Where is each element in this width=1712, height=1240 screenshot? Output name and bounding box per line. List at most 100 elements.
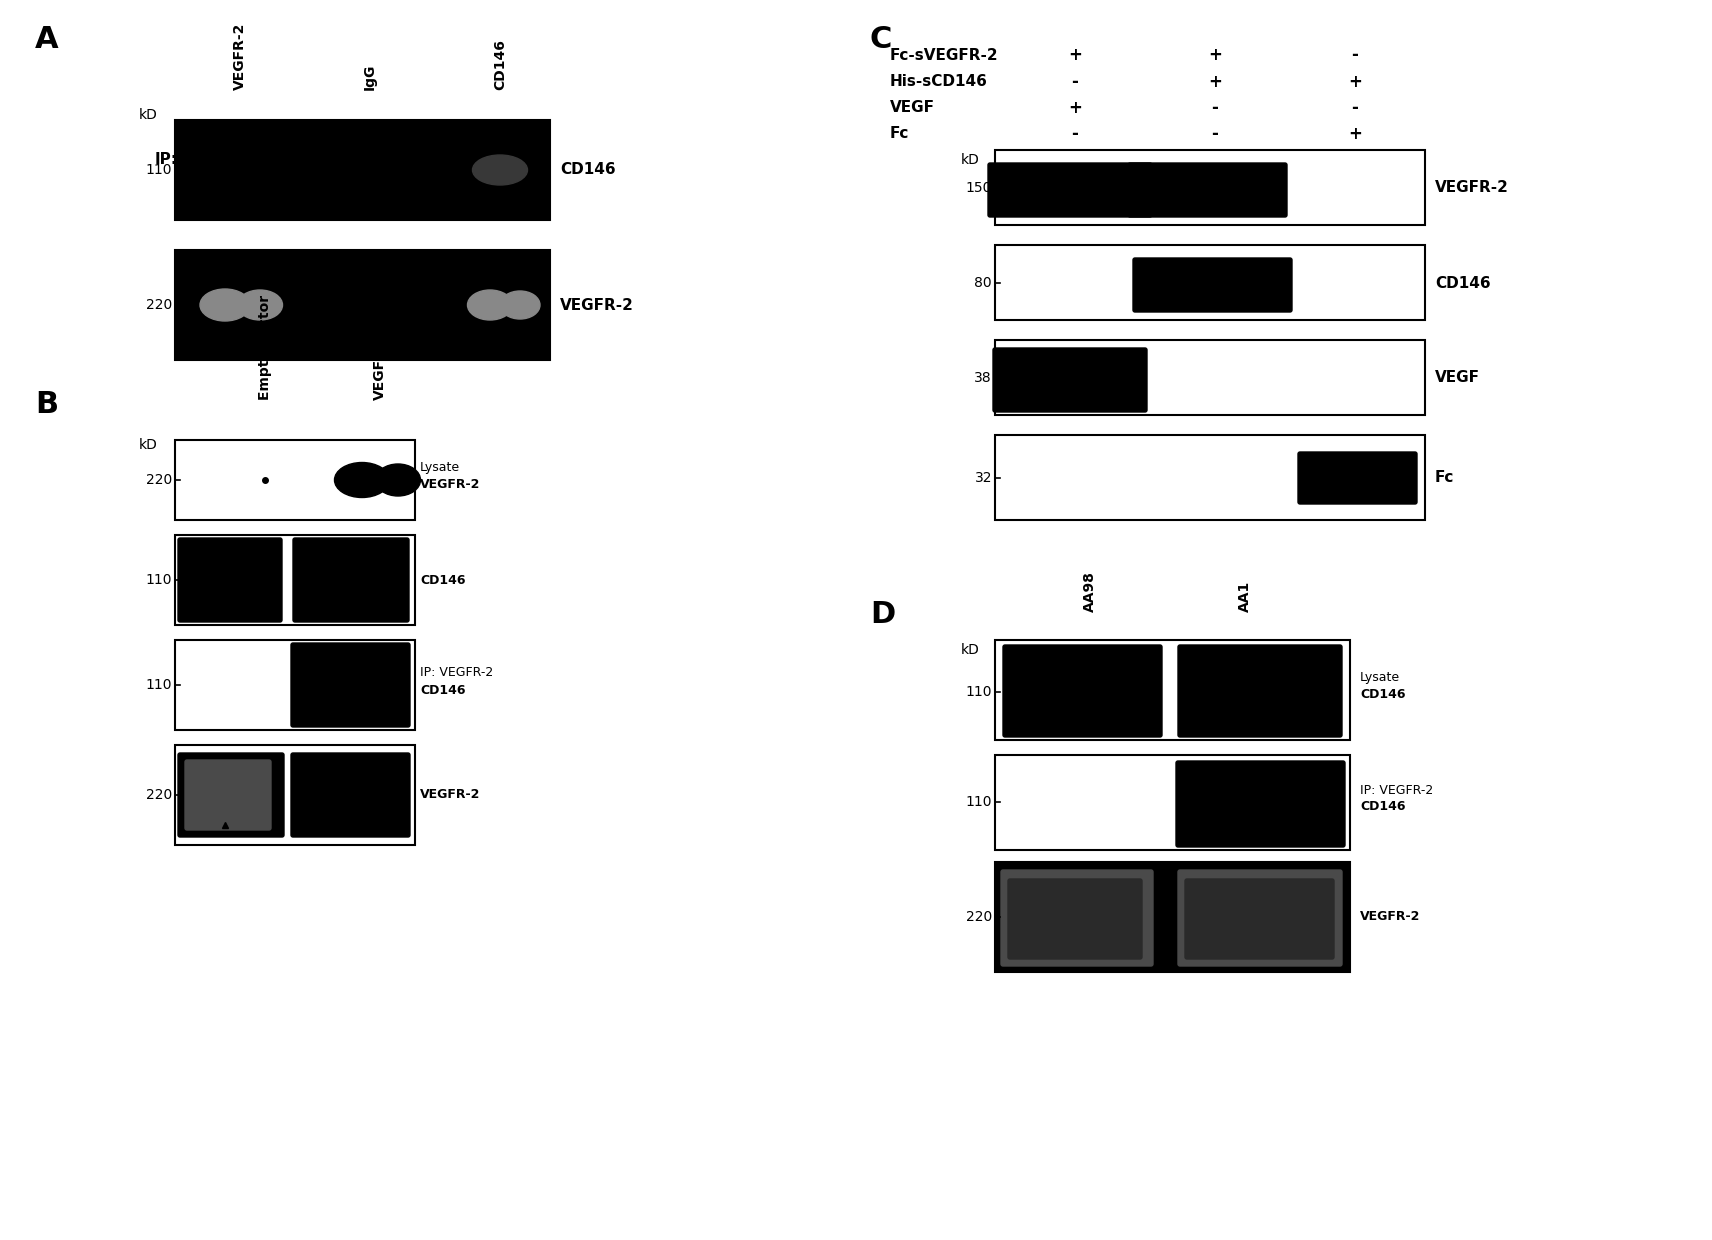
- Text: 38: 38: [974, 371, 991, 384]
- FancyBboxPatch shape: [1002, 870, 1152, 966]
- Bar: [175, 534, 414, 625]
- Text: +: +: [1209, 73, 1222, 91]
- Text: VEGFR-2: VEGFR-2: [1435, 181, 1508, 196]
- Text: +: +: [1068, 46, 1082, 64]
- FancyBboxPatch shape: [993, 348, 1147, 412]
- Text: CD146: CD146: [1359, 688, 1406, 702]
- Ellipse shape: [200, 289, 250, 321]
- Text: VEGF: VEGF: [890, 100, 935, 115]
- Text: kD: kD: [139, 438, 158, 453]
- Text: AA98: AA98: [1084, 572, 1097, 613]
- Text: D: D: [870, 600, 895, 629]
- Text: -: -: [1072, 125, 1079, 143]
- Text: Empty Vector: Empty Vector: [259, 295, 272, 401]
- Text: +: +: [1068, 99, 1082, 117]
- FancyBboxPatch shape: [1008, 879, 1142, 959]
- Bar: [175, 745, 414, 844]
- Bar: [995, 340, 1424, 415]
- FancyBboxPatch shape: [1185, 879, 1334, 959]
- Text: -: -: [1072, 73, 1079, 91]
- Text: VEGFR-2: VEGFR-2: [233, 22, 247, 91]
- FancyBboxPatch shape: [1003, 645, 1162, 737]
- Text: 220: 220: [146, 298, 171, 312]
- Text: 32: 32: [974, 471, 991, 485]
- Text: kD: kD: [960, 153, 979, 167]
- Text: +: +: [1347, 125, 1363, 143]
- Text: VEGF: VEGF: [1435, 371, 1479, 386]
- Ellipse shape: [473, 155, 527, 185]
- Text: 110: 110: [966, 795, 991, 808]
- FancyBboxPatch shape: [988, 162, 1152, 217]
- Text: 110: 110: [146, 678, 171, 692]
- FancyBboxPatch shape: [1178, 645, 1342, 737]
- Bar: [995, 246, 1424, 320]
- Bar: [175, 440, 414, 520]
- FancyBboxPatch shape: [293, 538, 409, 622]
- Text: 220: 220: [966, 910, 991, 924]
- Text: AA1: AA1: [1238, 580, 1251, 613]
- Text: C: C: [870, 25, 892, 55]
- FancyBboxPatch shape: [1178, 870, 1342, 966]
- Ellipse shape: [500, 291, 539, 319]
- Ellipse shape: [467, 290, 512, 320]
- Bar: [995, 150, 1424, 224]
- Bar: [175, 640, 414, 730]
- Text: 110: 110: [146, 573, 171, 587]
- Text: VEGFR-2: VEGFR-2: [373, 332, 387, 401]
- Text: Fc-sVEGFR-2: Fc-sVEGFR-2: [890, 47, 998, 62]
- Ellipse shape: [334, 463, 390, 497]
- Text: CD146: CD146: [1435, 275, 1491, 290]
- Text: 110: 110: [146, 162, 171, 177]
- FancyBboxPatch shape: [291, 753, 409, 837]
- Text: IP:: IP:: [156, 153, 178, 167]
- FancyBboxPatch shape: [178, 753, 284, 837]
- Text: VEGFR-2: VEGFR-2: [560, 298, 633, 312]
- Text: -: -: [1351, 46, 1358, 64]
- Text: 80: 80: [974, 277, 991, 290]
- Text: CD146: CD146: [493, 40, 507, 91]
- Bar: [995, 640, 1351, 740]
- Text: CD146: CD146: [419, 683, 466, 697]
- Text: -: -: [1212, 125, 1219, 143]
- FancyBboxPatch shape: [291, 644, 409, 727]
- Text: +: +: [1209, 46, 1222, 64]
- Text: VEGFR-2: VEGFR-2: [419, 479, 481, 491]
- Text: Fc: Fc: [1435, 470, 1455, 486]
- Text: -: -: [1212, 99, 1219, 117]
- Bar: [175, 120, 550, 219]
- FancyBboxPatch shape: [178, 538, 282, 622]
- Text: 220: 220: [146, 787, 171, 802]
- Text: -: -: [1351, 99, 1358, 117]
- Text: kD: kD: [960, 644, 979, 657]
- Text: A: A: [34, 25, 58, 55]
- Text: 220: 220: [146, 472, 171, 487]
- Ellipse shape: [375, 464, 421, 496]
- Text: kD: kD: [139, 108, 158, 122]
- FancyBboxPatch shape: [1176, 761, 1346, 847]
- FancyBboxPatch shape: [1298, 453, 1418, 503]
- Text: 110: 110: [966, 684, 991, 699]
- Text: Fc: Fc: [890, 126, 909, 141]
- Text: VEGFR-2: VEGFR-2: [419, 789, 481, 801]
- Text: CD146: CD146: [1359, 801, 1406, 813]
- Text: B: B: [34, 391, 58, 419]
- FancyBboxPatch shape: [185, 760, 270, 830]
- Bar: [995, 862, 1351, 972]
- Text: IP: VEGFR-2: IP: VEGFR-2: [1359, 784, 1433, 796]
- Text: VEGFR-2: VEGFR-2: [1359, 910, 1421, 924]
- Text: 150: 150: [966, 181, 991, 195]
- Text: IgG: IgG: [363, 63, 377, 91]
- Bar: [175, 250, 550, 360]
- Bar: [995, 435, 1424, 520]
- Text: CD146: CD146: [419, 573, 466, 587]
- Text: His-sCD146: His-sCD146: [890, 74, 988, 89]
- Text: +: +: [1347, 73, 1363, 91]
- Bar: [995, 755, 1351, 849]
- Text: Lysate: Lysate: [1359, 672, 1400, 684]
- Text: IP: VEGFR-2: IP: VEGFR-2: [419, 666, 493, 678]
- FancyBboxPatch shape: [1133, 258, 1293, 312]
- FancyBboxPatch shape: [1128, 162, 1287, 217]
- Ellipse shape: [238, 290, 282, 320]
- Text: CD146: CD146: [560, 162, 616, 177]
- Text: Lysate: Lysate: [419, 461, 461, 475]
